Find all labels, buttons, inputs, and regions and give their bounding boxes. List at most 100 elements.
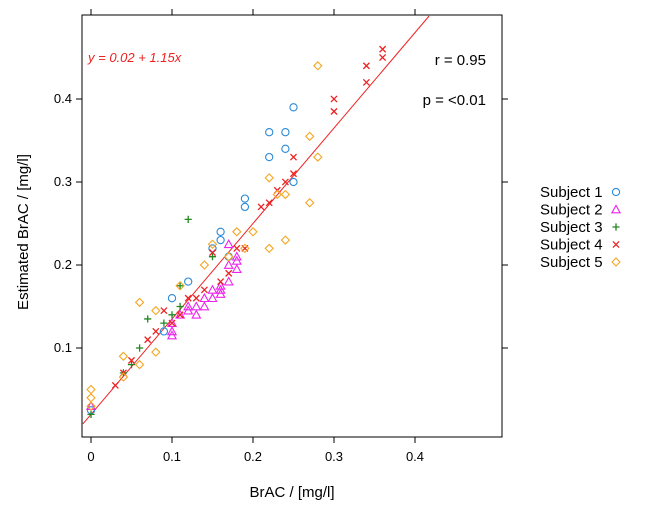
data-point [265, 199, 273, 207]
tick-marks: 0 0.1 0.2 0.3 0.4 0.1 0.2 0.3 0.4 [54, 9, 508, 464]
data-point [289, 170, 298, 178]
data-point [166, 317, 178, 327]
data-point [166, 330, 178, 340]
data-point [175, 309, 186, 319]
r-value-label: r = 0.95 [435, 52, 486, 69]
data-point [191, 301, 202, 311]
data-point [87, 410, 95, 418]
data-point [313, 61, 323, 71]
data-point [111, 381, 119, 389]
x-axis-title: BrAC / [mg/l] [249, 484, 334, 501]
y-axis-title: Estimated BrAC / [mg/l] [15, 154, 32, 310]
y-tick-label: 0.2 [54, 257, 72, 272]
data-point [248, 227, 258, 237]
data-point [280, 235, 291, 245]
data-point [191, 309, 202, 319]
legend-marker [611, 187, 621, 197]
data-point [240, 243, 250, 254]
data-point [159, 327, 169, 336]
data-point [289, 153, 298, 161]
x-tick-label: 0.3 [325, 449, 343, 464]
x-tick-label: 0.1 [163, 449, 181, 464]
data-point [217, 278, 225, 286]
axes [81, 14, 503, 438]
data-point [86, 393, 96, 403]
data-point [176, 302, 184, 311]
data-point [265, 152, 274, 162]
data-point [184, 277, 193, 286]
data-point [216, 235, 225, 245]
data-point [379, 53, 387, 62]
data-point [289, 177, 298, 187]
legend-label: Subject 5 [540, 254, 603, 271]
y-tick-label: 0.4 [54, 91, 72, 106]
data-point [208, 253, 217, 261]
data-point [127, 361, 136, 369]
data-point [151, 305, 161, 316]
data-point [231, 255, 242, 265]
data-point [118, 351, 129, 362]
regression-equation: y = 0.02 + 1.15x [87, 50, 182, 65]
data-point [144, 336, 152, 344]
data-point [257, 203, 265, 211]
data-point [240, 202, 250, 212]
p-value-label: p = <0.01 [423, 92, 486, 109]
regression-line-group [82, 15, 430, 425]
data-point [223, 276, 234, 286]
data-point [280, 189, 291, 200]
data-point [313, 152, 323, 162]
x-tick-label: 0.4 [406, 449, 424, 464]
data-point [281, 144, 290, 153]
series-2 [85, 238, 242, 410]
data-point [160, 307, 168, 315]
data-point [199, 301, 210, 311]
data-point [207, 239, 218, 249]
data-point [152, 327, 160, 335]
data-point [151, 347, 161, 357]
data-point [362, 62, 370, 70]
data-point [144, 315, 152, 323]
legend-marker [610, 204, 622, 214]
data-point [207, 292, 218, 303]
data-point [362, 78, 370, 86]
data-point [231, 263, 242, 274]
data-point [215, 280, 226, 290]
data-point [184, 294, 192, 302]
data-point [86, 401, 96, 411]
data-point [264, 243, 274, 254]
y-tick-label: 0.3 [54, 174, 72, 189]
legend-label: Subject 2 [540, 202, 603, 219]
plot-frame [81, 14, 503, 438]
data-point [136, 344, 144, 352]
data-point [134, 359, 145, 370]
data-point [223, 259, 234, 269]
data-point [223, 238, 234, 249]
data-point [86, 384, 96, 395]
data-point [304, 198, 315, 208]
legend-label: Subject 1 [540, 184, 603, 201]
x-tick-label: 0.2 [244, 449, 262, 464]
y-tick-label: 0.1 [54, 340, 72, 355]
data-point [272, 189, 283, 200]
data-points [85, 45, 387, 418]
data-point [264, 173, 274, 183]
data-point [232, 227, 242, 237]
data-point [175, 281, 185, 291]
data-point [281, 178, 289, 186]
data-point [160, 319, 168, 327]
data-point [208, 249, 217, 257]
legend-marker [612, 240, 620, 249]
legend-marker [612, 223, 620, 231]
data-point [231, 251, 242, 261]
series-4 [111, 45, 387, 389]
data-point [289, 103, 298, 112]
data-point [176, 282, 184, 290]
data-point [330, 107, 338, 115]
series-5 [86, 61, 323, 411]
x-tick-label: 0 [87, 449, 94, 464]
data-point [265, 128, 274, 137]
data-point [199, 260, 210, 270]
data-point [224, 252, 233, 261]
